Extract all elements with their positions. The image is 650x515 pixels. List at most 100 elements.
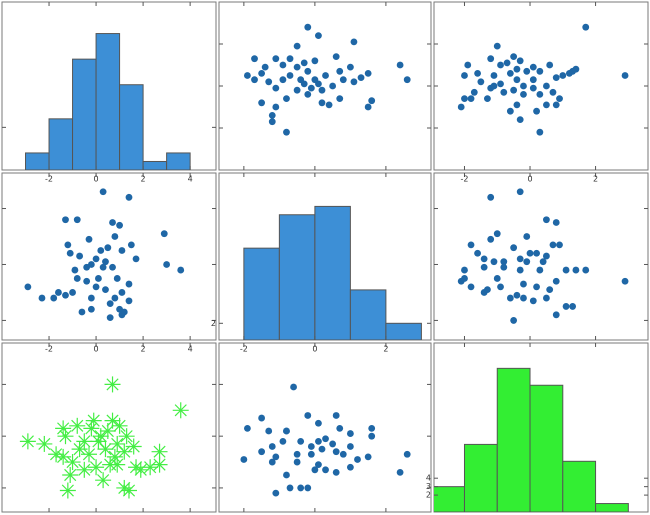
star-point	[36, 435, 53, 452]
scatter-point	[311, 57, 319, 65]
scatter-point	[240, 456, 248, 463]
scatter-point	[251, 76, 258, 84]
scatter-point	[520, 91, 527, 98]
scatter-point	[272, 489, 280, 497]
scatter-point	[543, 294, 550, 302]
scatter-point	[500, 263, 508, 271]
y-tick-label: 3	[426, 482, 431, 491]
scatter-point	[497, 283, 504, 291]
y-tick-label: 2	[426, 491, 431, 500]
scatter-point	[490, 72, 498, 79]
scatter-point	[520, 82, 527, 90]
y-tick-label: 4	[426, 474, 431, 483]
scatter-point	[510, 86, 518, 94]
scatter-point	[350, 38, 358, 46]
scatter-point	[279, 61, 287, 69]
star-point	[64, 454, 81, 471]
plot-area	[25, 33, 191, 170]
scatter-point	[467, 95, 475, 102]
x-tick-label: -2	[460, 175, 468, 184]
scatter-point	[332, 53, 340, 60]
scatter-point	[346, 63, 354, 71]
star-point	[69, 417, 86, 434]
panel	[433, 172, 649, 341]
scatter-point	[104, 244, 112, 252]
histogram-bar	[595, 503, 629, 512]
scatter-point	[97, 247, 105, 254]
scatter-point	[529, 84, 537, 92]
scatter-point	[543, 82, 550, 90]
histogram-bar	[25, 152, 50, 170]
scatter-point	[484, 286, 491, 294]
scatter-point	[552, 219, 560, 226]
scatter-point	[490, 82, 498, 90]
scatter-point	[322, 435, 329, 443]
scatter-point	[549, 88, 557, 96]
scatter-point	[265, 427, 273, 435]
star-point	[172, 402, 189, 419]
scatter-point	[339, 76, 347, 84]
scatter-point	[336, 95, 344, 102]
scatter-point	[160, 230, 168, 238]
scatter-point	[470, 88, 478, 96]
scatter-point	[71, 266, 79, 274]
scatter-point	[336, 425, 344, 432]
scatter-point	[272, 55, 280, 63]
scatter-point	[332, 448, 340, 456]
plot-area	[24, 188, 185, 322]
scatter-point	[111, 233, 119, 240]
x-tick-label: -2	[240, 345, 248, 354]
scatter-point	[307, 84, 315, 92]
scatter-point	[322, 466, 329, 474]
star-point	[142, 459, 159, 476]
scatter-point	[293, 42, 301, 50]
x-tick-label: -2	[45, 345, 53, 354]
scatter-point	[132, 255, 140, 263]
scatter-point	[364, 453, 372, 461]
scatter-point	[339, 450, 347, 458]
scatter-point	[510, 53, 518, 60]
histogram-bar	[562, 460, 597, 512]
scatter-point	[300, 59, 308, 67]
scatter-point	[368, 97, 376, 105]
scatter-point	[125, 280, 133, 288]
scatter-point	[546, 61, 554, 69]
scatter-point	[536, 91, 544, 98]
star-point	[62, 466, 79, 483]
scatter-point	[569, 303, 577, 310]
scatter-point	[536, 128, 544, 136]
scatter-point	[125, 297, 133, 305]
scatter-point	[513, 101, 521, 109]
scatter-point	[520, 280, 527, 288]
scatter-point	[480, 263, 488, 271]
star-point	[57, 428, 74, 445]
plot-area	[434, 367, 629, 512]
scatter-point	[99, 263, 107, 271]
scatter-point	[562, 266, 570, 274]
scatter-point	[55, 289, 62, 296]
scatter-point	[461, 72, 468, 79]
scatter-point	[536, 67, 544, 75]
scatter-point	[562, 303, 570, 310]
scatter-point	[118, 247, 126, 254]
scatter-point	[403, 450, 411, 458]
scatter-point	[396, 61, 404, 69]
scatter-point	[99, 188, 107, 196]
scatter-point	[523, 258, 531, 266]
histogram-bar	[48, 118, 74, 170]
scatter-point	[315, 419, 322, 427]
x-tick-label: 2	[593, 175, 598, 184]
scatter-point	[523, 233, 531, 240]
scatter-point	[552, 311, 560, 319]
panel	[218, 1, 432, 171]
scatter-point	[346, 443, 354, 450]
scatter-point	[304, 484, 312, 492]
scatter-point	[510, 317, 518, 324]
scatter-point	[500, 258, 508, 266]
scatter-point	[261, 63, 269, 71]
scatter-point	[516, 116, 524, 123]
scatter-point	[286, 55, 294, 63]
histogram-bar	[119, 84, 144, 170]
scatter-point	[457, 103, 465, 111]
